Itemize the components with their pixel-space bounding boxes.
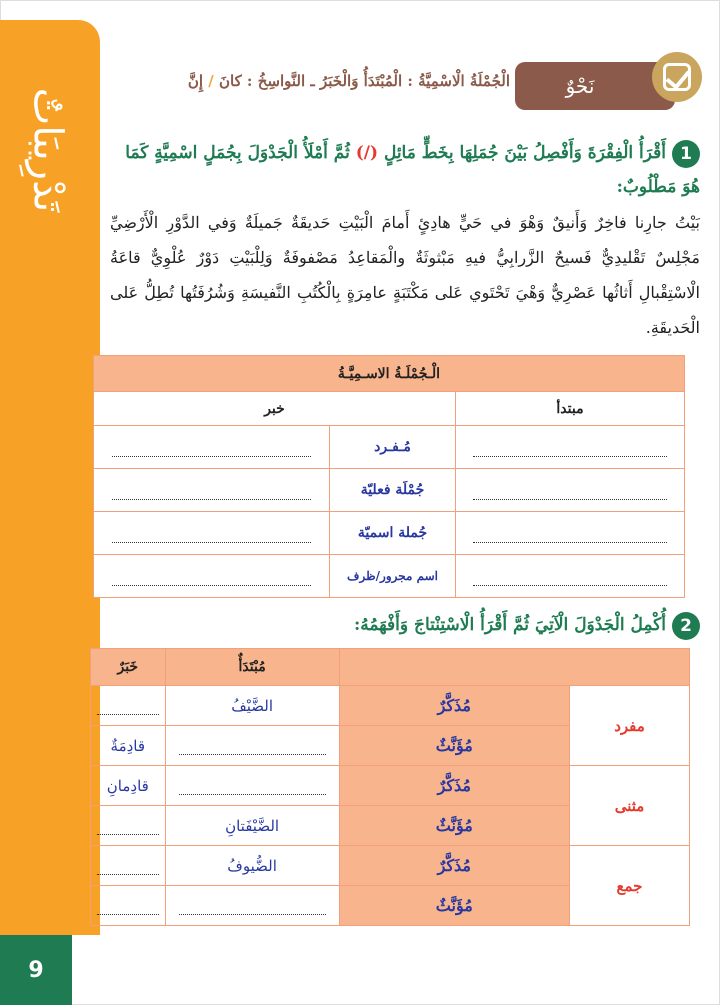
question-1: 1أَقْرَأُ الْفِقْرَةَ وَأَفْصِلُ بَيْنَ … — [110, 136, 700, 204]
sidebar: تَدْرِيبَاتٌ — [0, 20, 100, 935]
table-title: الْـجُمْلَـةُ الاسـمِيَّـةُ — [93, 355, 685, 392]
answer-field[interactable] — [455, 468, 685, 512]
answer-field[interactable] — [93, 554, 330, 598]
table-row: مُؤَنَّثٌ — [90, 885, 690, 926]
sidebar-title: تَدْرِيبَاتٌ — [24, 87, 70, 213]
reading-paragraph: بَيْتُ جارِنا فاخِرٌ وَأَنيقٌ وَهْوَ في … — [110, 213, 701, 337]
table-row: مفرد مُذَكَّرٌ الضَّيْفُ — [90, 685, 690, 766]
topic-title: الْجُمْلَةُ الْاسْمِيَّةُ : الْمُبْتَدَأ… — [187, 72, 510, 90]
agreement-table: مُبْتَدَأٌ خَبَرٌ مفرد مُذَكَّرٌ الضَّيْفُ م… — [90, 648, 691, 926]
answer-field[interactable] — [164, 765, 340, 806]
answer-field[interactable] — [455, 554, 685, 598]
table-row: مثنى مُذَكَّرٌ قادِمانِ — [90, 765, 690, 846]
answer-field[interactable] — [90, 805, 166, 846]
table-row: اسم مجرور/ظرف — [93, 554, 685, 598]
mubtada-value: الضَّيْفَتانِ — [164, 805, 340, 846]
nominal-sentence-table: الْـجُمْلَـةُ الاسـمِيَّـةُ مبتدأ خبر مُـ… — [93, 355, 685, 598]
number-label: جمع — [569, 845, 690, 926]
answer-field[interactable] — [164, 885, 340, 926]
section-label: نَحْوٌ — [515, 62, 675, 110]
answer-field[interactable] — [455, 425, 685, 469]
mubtada-value: الضَّيْفُ — [164, 685, 340, 726]
gender-label: مُذَكَّرٌ — [338, 685, 571, 726]
gender-label: مُذَكَّرٌ — [338, 845, 571, 886]
mubtada-value: الضُّيوفُ — [164, 845, 340, 886]
khabar-value: قادِمانِ — [90, 765, 166, 806]
answer-field[interactable] — [164, 725, 340, 766]
gender-label: مُؤَنَّثٌ — [338, 805, 571, 846]
question-number: 2 — [672, 611, 700, 640]
answer-field[interactable] — [455, 511, 685, 555]
answer-field[interactable] — [90, 685, 166, 726]
checkmark-icon — [652, 52, 702, 102]
gender-label: مُؤَنَّثٌ — [338, 725, 571, 766]
answer-field[interactable] — [93, 468, 330, 512]
question-number: 1 — [672, 139, 700, 168]
page-number: 9 — [0, 935, 72, 1005]
column-header: مبتدأ — [455, 391, 685, 426]
table-row: جُمْلَة فعليّة — [93, 468, 685, 512]
khabar-value: قادِمَةٌ — [90, 725, 166, 766]
gender-label: مُؤَنَّثٌ — [338, 885, 571, 926]
gender-label: مُذَكَّرٌ — [338, 765, 571, 806]
number-label: مثنى — [569, 765, 690, 846]
answer-field[interactable] — [93, 425, 330, 469]
table-row: جُملة اسميّة — [93, 511, 685, 555]
column-header: خبر — [93, 391, 456, 426]
number-label: مفرد — [569, 685, 690, 766]
column-header: خَبَرٌ — [90, 648, 166, 686]
column-header: مُبْتَدَأٌ — [164, 648, 340, 686]
table-row: جمع مُذَكَّرٌ الضُّيوفُ — [90, 845, 690, 926]
answer-field[interactable] — [90, 885, 166, 926]
table-row: مُـفـرد — [93, 425, 685, 469]
answer-field[interactable] — [93, 511, 330, 555]
table-row: مُؤَنَّثٌ الضَّيْفَتانِ — [90, 805, 690, 846]
answer-field[interactable] — [90, 845, 166, 886]
question-2: 2أُكْمِلُ الْجَدْوَلَ الْآتِيَ ثُمَّ أَق… — [110, 608, 700, 642]
